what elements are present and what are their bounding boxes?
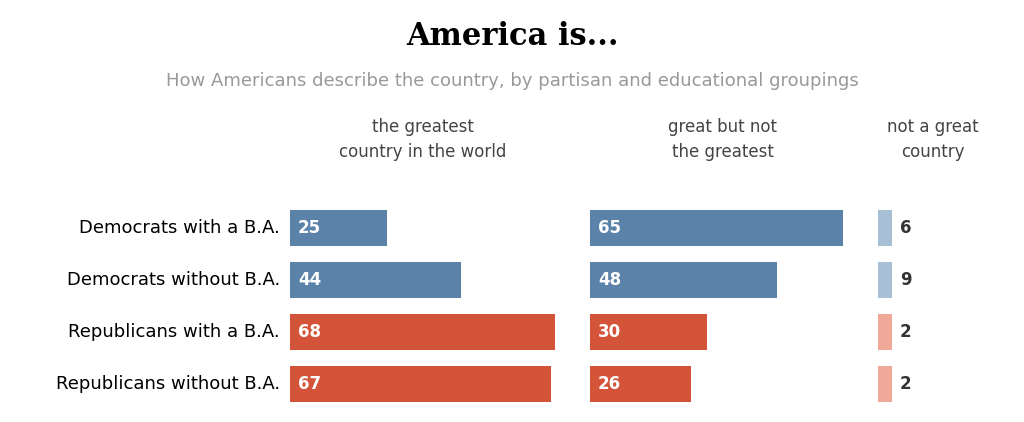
Text: America is...: America is... bbox=[406, 21, 618, 52]
Text: 67: 67 bbox=[298, 375, 322, 393]
Text: 68: 68 bbox=[298, 323, 321, 341]
Text: Republicans with a B.A.: Republicans with a B.A. bbox=[69, 323, 280, 341]
Text: the greatest
country in the world: the greatest country in the world bbox=[339, 118, 506, 161]
Bar bbox=[290, 262, 462, 298]
Text: How Americans describe the country, by partisan and educational groupings: How Americans describe the country, by p… bbox=[166, 72, 858, 90]
Bar bbox=[590, 314, 707, 350]
Text: 9: 9 bbox=[900, 271, 911, 289]
Text: Democrats without B.A.: Democrats without B.A. bbox=[67, 271, 280, 289]
Text: Democrats with a B.A.: Democrats with a B.A. bbox=[79, 219, 280, 237]
Text: 65: 65 bbox=[598, 219, 621, 237]
Bar bbox=[290, 366, 551, 402]
Bar bbox=[590, 262, 777, 298]
Text: 26: 26 bbox=[598, 375, 622, 393]
Text: 30: 30 bbox=[598, 323, 622, 341]
Text: 2: 2 bbox=[900, 375, 911, 393]
Bar bbox=[878, 314, 892, 350]
Text: Republicans without B.A.: Republicans without B.A. bbox=[56, 375, 280, 393]
Bar bbox=[290, 210, 387, 246]
Text: 44: 44 bbox=[298, 271, 322, 289]
Text: not a great
country: not a great country bbox=[887, 118, 979, 161]
Text: 25: 25 bbox=[298, 219, 322, 237]
Bar bbox=[290, 314, 555, 350]
Text: 6: 6 bbox=[900, 219, 911, 237]
Bar bbox=[878, 210, 892, 246]
Bar bbox=[878, 366, 892, 402]
Text: 48: 48 bbox=[598, 271, 622, 289]
Bar bbox=[590, 366, 691, 402]
Bar bbox=[878, 262, 892, 298]
Text: 2: 2 bbox=[900, 323, 911, 341]
Bar bbox=[590, 210, 844, 246]
Text: great but not
the greatest: great but not the greatest bbox=[668, 118, 777, 161]
